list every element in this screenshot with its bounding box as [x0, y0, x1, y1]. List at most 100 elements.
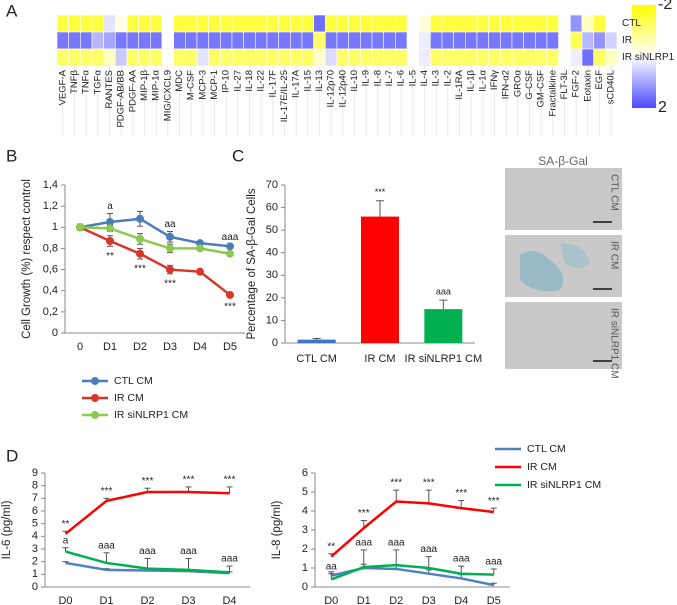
bar: [297, 339, 336, 343]
heatmap-cell: [196, 14, 209, 33]
column-label: GROα: [512, 70, 523, 98]
point: [226, 290, 234, 299]
series-line: [79, 226, 231, 296]
column-label: IFN-α2: [501, 70, 512, 99]
heatmap-cell: [185, 48, 198, 67]
x-tick-label: D0: [324, 595, 338, 605]
column-label: IL-5: [407, 70, 418, 86]
column-label: IL-6: [396, 70, 407, 86]
column-label: IL-2: [442, 70, 453, 86]
heatmap-cell: [208, 14, 221, 33]
column-label: IL-3: [431, 70, 442, 86]
heatmap-cell: [523, 31, 536, 50]
colorbar: [632, 5, 656, 108]
legend-label: IR CM: [527, 461, 557, 473]
significance-label: ***: [488, 496, 500, 507]
heatmap-cell: [581, 48, 594, 67]
micrograph-label: IR siNLRP1 CM: [608, 308, 619, 379]
heatmap-cell: [453, 31, 466, 50]
heatmap-cell: [360, 31, 373, 50]
heatmap-cell: [231, 31, 244, 50]
heatmap-cell: [593, 14, 606, 33]
legend-marker: [91, 411, 99, 419]
heatmap-cell: [348, 14, 361, 33]
significance-label: aaa: [222, 232, 239, 243]
heatmap-cell: [535, 31, 548, 50]
x-tick-label: D1: [103, 341, 117, 353]
column-label: IL-4: [419, 70, 430, 86]
column-label: sCD40L: [606, 70, 617, 104]
y-tick-label: 1,4: [43, 179, 58, 191]
heatmap-cell: [395, 31, 408, 50]
heatmap-cell: [511, 14, 524, 33]
heatmap-cell: [56, 48, 69, 67]
y-tick-label: 0,6: [43, 263, 58, 275]
y-tick-label: 5: [32, 518, 38, 530]
heatmap-cell: [126, 31, 139, 50]
column-label: VEGF-A: [57, 69, 68, 105]
significance-label: a: [107, 201, 113, 212]
heatmap-cell: [150, 48, 163, 67]
y-tick-label: 5: [302, 486, 308, 498]
column-label: IL-9: [361, 70, 372, 86]
legend-marker: [91, 394, 99, 402]
y-tick-label: 40: [266, 247, 278, 259]
column-label: FGF-2: [571, 70, 582, 97]
column-label: M-CSF: [186, 70, 197, 100]
column-label: IL-27: [232, 70, 243, 92]
heatmap-cell: [570, 14, 583, 33]
heatmap-cell: [430, 48, 443, 67]
heatmap-cell: [290, 31, 303, 50]
heatmap-cell: [150, 31, 163, 50]
significance-label: ***: [142, 476, 154, 487]
column-label: TNFα: [81, 70, 92, 94]
column-label: IL-1α: [477, 70, 488, 92]
legend-label: IR siNLRP1 CM: [527, 479, 601, 491]
significance-label: aaa: [420, 544, 437, 555]
significance-label: ***: [183, 475, 195, 486]
heatmap-cell: [476, 31, 489, 50]
significance-label: aa: [326, 561, 338, 572]
y-tick-label: 0,8: [43, 242, 58, 254]
legend-marker: [91, 377, 99, 385]
heatmap-cell: [138, 14, 151, 33]
point: [226, 242, 234, 251]
column-label: IL-17E/IL-25: [279, 70, 290, 122]
micrograph-label: IR CM: [608, 241, 619, 269]
significance-label: **: [106, 251, 114, 262]
column-label: IL-18: [244, 70, 255, 92]
micrograph-label: CTL CM: [608, 174, 619, 211]
heatmap-cell: [523, 48, 536, 67]
heatmap-cell: [476, 48, 489, 67]
column-label: MIP-1α: [151, 70, 162, 101]
heatmap-cell: [138, 31, 151, 50]
point: [166, 232, 174, 241]
y-tick-label: 0,2: [43, 306, 58, 318]
heatmap-cell: [581, 31, 594, 50]
y-tick-label: 2: [302, 543, 308, 555]
y-tick-label: 60: [266, 201, 278, 213]
heatmap-cell: [196, 31, 209, 50]
column-label: IL-8: [372, 70, 383, 86]
heatmap-cell: [68, 48, 81, 67]
heatmap-cell: [173, 14, 186, 33]
legend-label: IR siNLRP1 CM: [114, 409, 188, 421]
heatmap-cell: [161, 48, 174, 67]
y-tick-label: 8: [32, 480, 38, 492]
x-tick-label: D3: [163, 341, 177, 353]
heatmap-cell: [313, 48, 326, 67]
column-label: FLT-3L: [559, 70, 570, 99]
y-tick-label: 1,2: [43, 200, 58, 212]
heatmap-cell: [383, 31, 396, 50]
heatmap-cell: [126, 48, 139, 67]
column-label: IL-1RA: [454, 69, 465, 99]
x-tick-label: D5: [487, 595, 501, 605]
x-tick-label: D4: [193, 341, 207, 353]
heatmap-cell: [488, 48, 501, 67]
column-label: IL-12p70: [326, 70, 337, 108]
colorbar-tick-label: -2: [658, 0, 672, 13]
column-label: RANTES: [104, 70, 115, 109]
point: [226, 249, 234, 258]
heatmap-cell: [581, 14, 594, 33]
heatmap-cell: [371, 14, 384, 33]
